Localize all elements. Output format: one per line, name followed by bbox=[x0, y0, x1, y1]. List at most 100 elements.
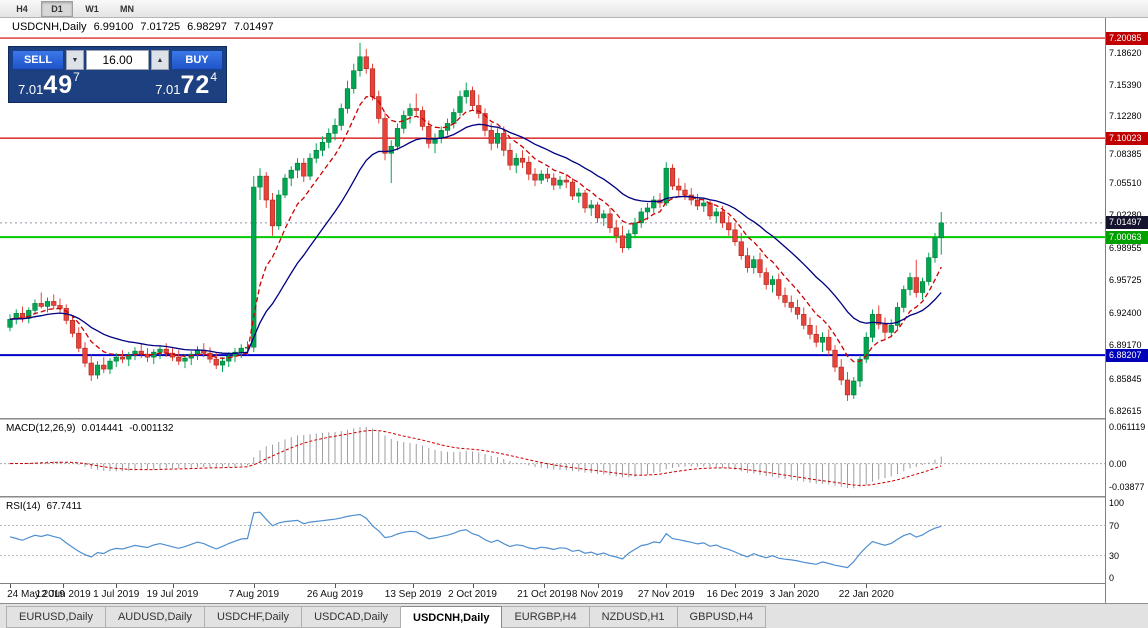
date-label: 2 Oct 2019 bbox=[448, 589, 497, 600]
chart-tab-eurusd-daily[interactable]: EURUSD,Daily bbox=[6, 606, 106, 628]
price-badge-support-blue: 6.88207 bbox=[1106, 348, 1148, 362]
macd-value-main: 0.014441 bbox=[81, 423, 124, 434]
rsi-indicator-label: RSI(14) 67.7411 bbox=[6, 501, 82, 512]
price-scale-tick: 7.08385 bbox=[1109, 149, 1142, 160]
ma-fast-line bbox=[9, 96, 942, 363]
rsi-scale-tick: 100 bbox=[1109, 498, 1125, 508]
bid-price-big: 49 bbox=[43, 71, 74, 99]
macd-rsi-splitter[interactable] bbox=[0, 496, 1148, 498]
ask-price-head: 7.01 bbox=[155, 82, 181, 97]
timeframe-button-h4[interactable]: H4 bbox=[16, 3, 28, 14]
volume-decrement-icon[interactable]: ▼ bbox=[66, 50, 84, 70]
price-scale-tick: 7.12280 bbox=[1109, 110, 1142, 121]
date-tick bbox=[544, 584, 546, 588]
bid-price-head: 7.01 bbox=[18, 82, 44, 97]
price-scale-tick: 7.15390 bbox=[1109, 79, 1142, 90]
date-tick bbox=[63, 584, 65, 588]
date-label: 7 Aug 2019 bbox=[228, 589, 280, 600]
macd-panel-canvas[interactable] bbox=[0, 420, 1105, 496]
price-scale-tick: 6.92400 bbox=[1109, 308, 1142, 319]
rsi-scale-tick: 70 bbox=[1109, 520, 1120, 531]
price-scale-tick: 6.85845 bbox=[1109, 373, 1142, 384]
rsi-name: RSI(14) bbox=[6, 501, 41, 512]
ask-price-sup: 4 bbox=[210, 70, 217, 84]
date-tick bbox=[335, 584, 336, 588]
chart-tab-eurgbp-h4[interactable]: EURGBP,H4 bbox=[502, 606, 590, 628]
chart-tab-usdcad-daily[interactable]: USDCAD,Daily bbox=[302, 606, 402, 628]
date-label: 21 Oct 2019 bbox=[517, 589, 572, 600]
price-scale-tick: 6.82615 bbox=[1109, 405, 1142, 416]
one-click-trading-panel: SELL ▼ 16.00 ▲ BUY 7.01 49 7 7.01 72 4 bbox=[8, 46, 227, 103]
time-scale[interactable]: 24 May 2019 12 Jun 2019 1 Jul 2019 19 Jul 2… bbox=[0, 583, 1105, 603]
macd-scale-tick: 0.00 bbox=[1109, 458, 1127, 469]
price-badge-pivot-green: 7.00063 bbox=[1106, 230, 1148, 244]
date-tick bbox=[253, 584, 255, 588]
macd-histogram bbox=[15, 426, 942, 489]
price-scale-tick: 6.98955 bbox=[1109, 243, 1142, 254]
date-tick bbox=[794, 584, 796, 588]
date-tick bbox=[666, 584, 668, 588]
date-tick bbox=[172, 584, 174, 588]
ask-price-big: 72 bbox=[180, 71, 211, 99]
date-label: 3 Jan 2020 bbox=[769, 589, 820, 600]
timeframe-button-w1[interactable]: W1 bbox=[85, 3, 99, 14]
price-scale-tick: 7.18620 bbox=[1109, 47, 1142, 58]
date-label: 8 Nov 2019 bbox=[571, 589, 624, 600]
date-tick bbox=[10, 584, 11, 588]
volume-increment-icon[interactable]: ▲ bbox=[151, 50, 169, 70]
price-scale-tick: 7.02280 bbox=[1109, 210, 1142, 221]
rsi-scale-tick: 30 bbox=[1109, 550, 1120, 561]
date-label: 13 Sep 2019 bbox=[384, 589, 442, 600]
price-badge-resistance-upper: 7.20085 bbox=[1106, 31, 1148, 45]
chart-tab-audusd-daily[interactable]: AUDUSD,Daily bbox=[105, 606, 205, 628]
timeframe-button-d1[interactable]: D1 bbox=[41, 0, 73, 17]
macd-name: MACD(12,26,9) bbox=[6, 423, 76, 434]
price-scale[interactable]: 7.18620 7.15390 7.12280 7.08385 7.05510 7.022… bbox=[1105, 18, 1148, 603]
chart-tab-usdcnh-daily[interactable]: USDCNH,Daily bbox=[401, 606, 503, 628]
ohlc-high: 7.01725 bbox=[140, 21, 181, 33]
macd-scale-tick: 0.061119 bbox=[1109, 421, 1146, 432]
buy-button[interactable]: BUY bbox=[171, 50, 223, 70]
ohlc-close: 7.01497 bbox=[233, 21, 274, 33]
main-macd-splitter[interactable] bbox=[0, 418, 1148, 420]
bid-price-sup: 7 bbox=[73, 70, 80, 84]
rsi-scale-tick: 0 bbox=[1109, 573, 1115, 583]
ohlc-low: 6.98297 bbox=[187, 21, 227, 33]
volume-input[interactable]: 16.00 bbox=[86, 50, 149, 70]
price-scale-tick: 6.95725 bbox=[1109, 275, 1142, 286]
chart-tab-bar: EURUSD,Daily AUDUSD,Daily USDCHF,Daily USDC… bbox=[0, 603, 1148, 628]
date-label: 26 Aug 2019 bbox=[306, 589, 364, 600]
rsi-value: 67.7411 bbox=[46, 501, 82, 512]
date-tick bbox=[866, 584, 868, 588]
macd-signal-line bbox=[9, 429, 942, 486]
date-tick bbox=[116, 584, 118, 588]
symbol-period-label: USDCNH,Daily bbox=[12, 21, 87, 33]
macd-scale-tick: -0.03877 bbox=[1109, 481, 1145, 492]
price-scale-tick: 6.89170 bbox=[1109, 340, 1142, 351]
bid-price-display: 7.01 49 7 bbox=[18, 70, 80, 99]
chart-title-ohlc: USDCNH,Daily 6.99100 7.01725 6.98297 7.0… bbox=[12, 21, 274, 33]
candles bbox=[7, 42, 944, 401]
date-tick bbox=[597, 584, 599, 588]
ask-price-display: 7.01 72 4 bbox=[155, 70, 217, 99]
ohlc-open: 6.99100 bbox=[93, 21, 134, 33]
chart-tab-usdchf-daily[interactable]: USDCHF,Daily bbox=[204, 606, 303, 628]
chart-tab-gbpusd-h4[interactable]: GBPUSD,H4 bbox=[677, 606, 767, 628]
date-tick bbox=[472, 584, 474, 588]
sell-button[interactable]: SELL bbox=[12, 50, 64, 70]
price-badge-resistance-lower: 7.10023 bbox=[1106, 131, 1148, 145]
main-chart-canvas[interactable] bbox=[0, 18, 1105, 418]
date-label: 19 Jul 2019 bbox=[146, 589, 199, 600]
date-label: 22 Jan 2020 bbox=[838, 589, 894, 600]
ma-slow-line bbox=[9, 123, 942, 355]
rsi-panel-canvas[interactable] bbox=[0, 498, 1105, 583]
chart-tab-nzdusd-h1[interactable]: NZDUSD,H1 bbox=[589, 606, 678, 628]
timeframe-button-mn[interactable]: MN bbox=[120, 3, 134, 14]
macd-indicator-label: MACD(12,26,9) 0.014441 -0.001132 bbox=[6, 423, 173, 434]
date-tick bbox=[735, 584, 736, 588]
date-label: 12 Jun 2019 bbox=[35, 589, 91, 600]
date-label: 27 Nov 2019 bbox=[637, 589, 695, 600]
date-label: 1 Jul 2019 bbox=[93, 589, 140, 600]
rsi-line bbox=[9, 511, 942, 569]
